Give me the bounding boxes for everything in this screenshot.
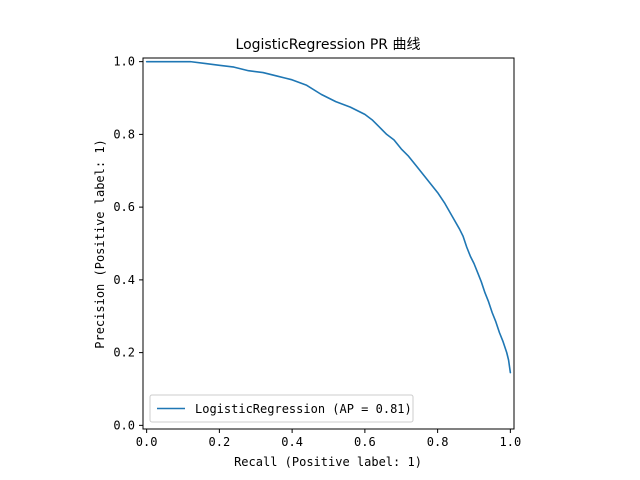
y-tick-label: 0.8	[113, 127, 135, 141]
x-tick-label: 0.4	[281, 435, 303, 449]
x-tick-label: 0.2	[209, 435, 231, 449]
x-tick-label: 0.6	[354, 435, 376, 449]
chart-title: LogisticRegression PR 曲线	[236, 37, 421, 53]
axes-frame	[142, 57, 515, 430]
legend: LogisticRegression (AP = 0.81)	[149, 394, 414, 423]
y-tick-label: 0.6	[113, 200, 135, 214]
y-axis-label: Precision (Positive label: 1)	[93, 139, 107, 349]
legend-series-label: LogisticRegression (AP = 0.81)	[195, 402, 412, 416]
series-layer	[145, 60, 512, 374]
x-tick-label: 0.0	[136, 435, 158, 449]
pr-curve-line	[145, 60, 512, 374]
x-axis-ticks: 0.0 0.2 0.4 0.6 0.8 1.0	[136, 429, 521, 449]
plot-area-border	[142, 57, 515, 430]
y-axis-ticks: 0.0 0.2 0.4 0.6 0.8 1.0	[113, 55, 143, 432]
x-tick-label: 1.0	[500, 435, 522, 449]
x-axis-label: Recall (Positive label: 1)	[234, 455, 422, 469]
y-tick-label: 0.2	[113, 346, 135, 360]
legend-box	[149, 394, 414, 423]
y-tick-label: 1.0	[113, 55, 135, 69]
y-tick-label: 0.4	[113, 273, 135, 287]
x-tick-label: 0.8	[427, 435, 449, 449]
y-tick-label: 0.0	[113, 418, 135, 432]
